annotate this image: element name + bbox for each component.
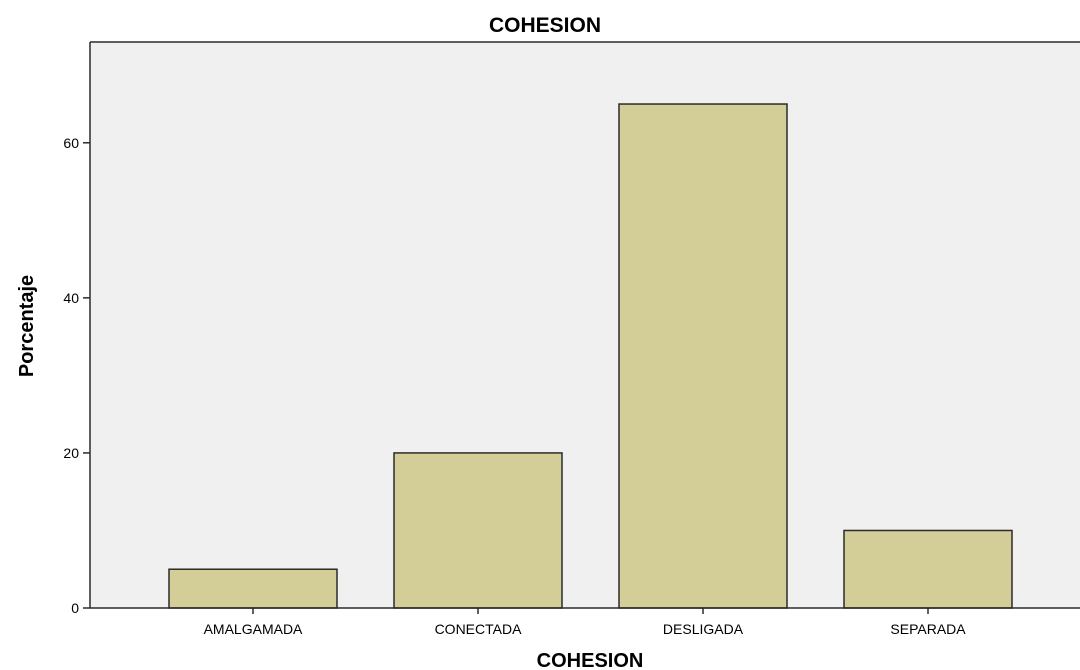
bar-separada	[843, 529, 1013, 609]
x-ticks-layer: AMALGAMADA CONECTADA DESLIGADA SEPARADA	[204, 608, 966, 637]
bars-layer	[168, 103, 1013, 609]
y-tick-label: 60	[63, 135, 79, 151]
y-ticks-layer: 0 20 40 60	[63, 135, 90, 616]
y-tick-label: 20	[63, 445, 79, 461]
chart-title: COHESION	[489, 14, 601, 37]
y-tick-label: 40	[63, 290, 79, 306]
x-tick-label: SEPARADA	[890, 621, 966, 637]
x-tick-label: DESLIGADA	[663, 621, 744, 637]
bar-amalgamada	[168, 568, 338, 609]
plot-area	[90, 42, 1080, 608]
bar-desligada	[618, 103, 788, 609]
bar-conectada	[393, 452, 563, 609]
x-tick-label: AMALGAMADA	[204, 621, 303, 637]
y-tick-label: 0	[71, 600, 79, 616]
x-tick-label: CONECTADA	[435, 621, 523, 637]
y-axis-title: Porcentaje	[16, 275, 38, 377]
x-axis-title: COHESION	[537, 650, 644, 670]
